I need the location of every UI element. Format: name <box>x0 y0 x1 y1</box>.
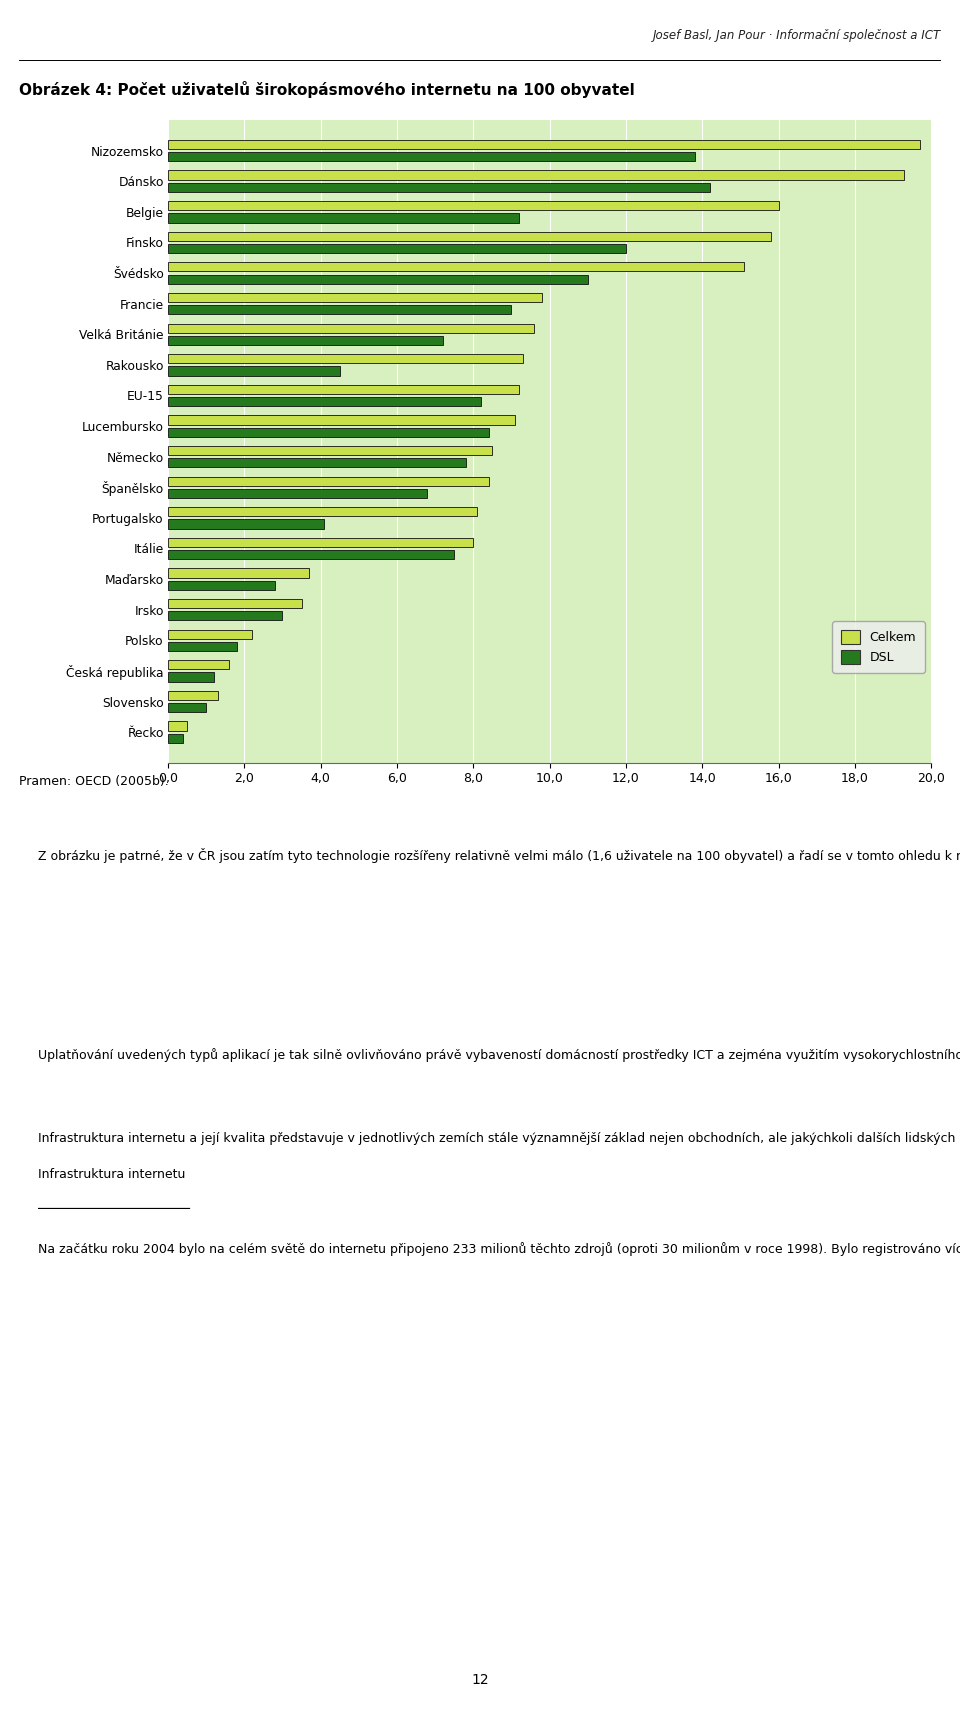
Bar <box>168 274 588 285</box>
Bar <box>168 458 466 468</box>
Text: Na začátku roku 2004 bylo na celém světě do internetu připojeno 233 milionů těch: Na začátku roku 2004 bylo na celém světě… <box>38 1243 960 1256</box>
Bar <box>168 722 187 730</box>
Text: Infrastruktura internetu a její kvalita představuje v jednotlivých zemích stále : Infrastruktura internetu a její kvalita … <box>38 1131 960 1145</box>
Bar <box>168 446 492 456</box>
Bar <box>168 153 695 161</box>
Bar <box>168 293 542 302</box>
Text: Josef Basl, Jan Pour · Informační společnost a ICT: Josef Basl, Jan Pour · Informační společ… <box>653 29 941 43</box>
Bar <box>168 398 481 406</box>
Text: Infrastruktura internetu: Infrastruktura internetu <box>38 1169 186 1181</box>
Bar <box>168 581 275 590</box>
Bar <box>168 305 512 314</box>
Legend: Celkem, DSL: Celkem, DSL <box>832 620 924 674</box>
Bar <box>168 476 489 485</box>
Bar <box>168 519 324 528</box>
Bar <box>168 384 519 394</box>
Bar <box>168 415 516 425</box>
Text: Obrázek 4: Počet uživatelů širokopásmového internetu na 100 obyvatel: Obrázek 4: Počet uživatelů širokopásmové… <box>19 81 635 98</box>
Bar <box>168 569 309 578</box>
Bar <box>168 336 443 345</box>
Bar <box>168 367 340 375</box>
Bar <box>168 538 473 547</box>
Bar <box>168 355 523 363</box>
Bar <box>168 427 489 437</box>
Bar <box>168 183 709 192</box>
Bar <box>168 660 229 670</box>
Bar <box>168 488 427 499</box>
Bar <box>168 550 454 559</box>
Text: 12: 12 <box>471 1673 489 1687</box>
Text: Uplatňování uvedených typů aplikací je tak silně ovlivňováno právě vybaveností d: Uplatňování uvedených typů aplikací je t… <box>38 1049 960 1063</box>
Text: Z obrázku je patrné, že v ČR jsou zatím tyto technologie rozšířeny relativně vel: Z obrázku je patrné, že v ČR jsou zatím … <box>38 847 960 862</box>
Bar <box>168 672 214 682</box>
Bar <box>168 262 744 271</box>
Bar <box>168 324 535 333</box>
Bar <box>168 507 477 516</box>
Bar <box>168 703 206 713</box>
Bar <box>168 243 626 254</box>
Bar <box>168 612 282 620</box>
Bar <box>168 629 252 639</box>
Bar <box>168 170 904 180</box>
Bar <box>168 598 301 608</box>
Bar <box>168 641 237 651</box>
Bar <box>168 213 519 223</box>
Bar <box>168 691 218 699</box>
Bar <box>168 141 920 149</box>
Text: Pramen: OECD (2005b).: Pramen: OECD (2005b). <box>19 775 169 788</box>
Bar <box>168 231 771 242</box>
Bar <box>168 734 183 742</box>
Bar <box>168 201 779 211</box>
